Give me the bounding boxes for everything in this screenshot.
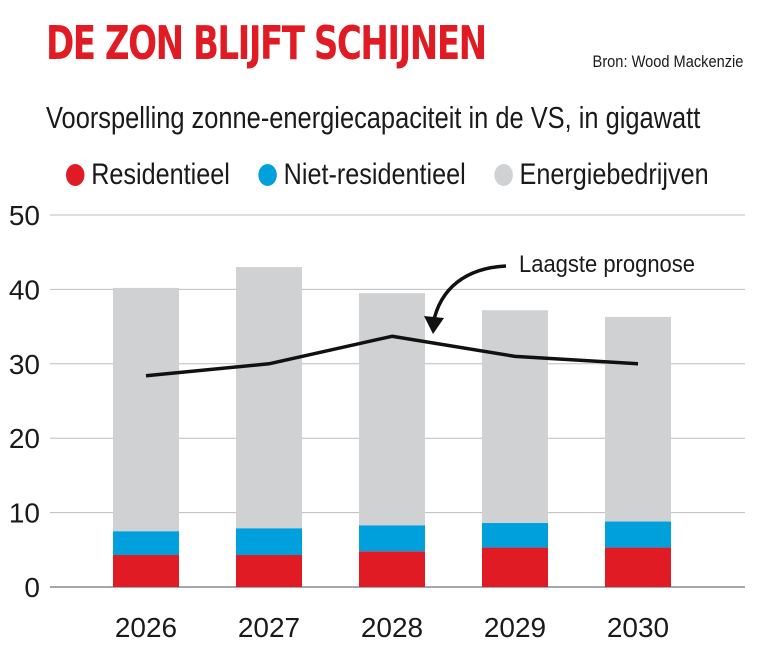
forecast-line-group	[145, 334, 639, 378]
legend-item-residentieel: Residentieel	[66, 158, 230, 192]
x-tick-label: 2030	[607, 612, 669, 643]
bar-residentieel-2029	[482, 547, 548, 587]
bar-niet-residentieel-2026	[113, 531, 179, 556]
source-note: Bron: Wood Mackenzie	[592, 52, 743, 71]
x-axis-ticks: 2026 2027 2028 2029 2030	[115, 612, 669, 643]
forecast-line	[145, 334, 639, 378]
chart-subtitle: Voorspelling zonne-energiecapaciteit in …	[46, 100, 701, 135]
bar-energiebedrijven-2026	[113, 287, 179, 532]
bar-niet-residentieel-2029	[482, 523, 548, 548]
legend: Residentieel Niet-residentieel Energiebe…	[66, 158, 737, 192]
y-axis-ticks: 0 10 20 30 40 50	[9, 200, 40, 603]
y-tick-label: 0	[24, 572, 40, 603]
x-tick-label: 2028	[361, 612, 423, 643]
y-tick-label: 10	[9, 498, 40, 529]
chart-title: DE ZON BLIJFT SCHIJNEN	[46, 16, 487, 70]
bar-residentieel-2028	[359, 551, 425, 587]
bar-niet-residentieel-2027	[236, 528, 302, 556]
bar-residentieel-2027	[236, 555, 302, 587]
x-tick-label: 2027	[238, 612, 300, 643]
y-tick-label: 50	[9, 200, 40, 231]
legend-swatch-niet-residentieel	[258, 164, 277, 186]
bar-niet-residentieel-2028	[359, 525, 425, 552]
legend-label-residentieel: Residentieel	[91, 158, 230, 191]
bar-residentieel-2026	[113, 555, 179, 587]
bar-niet-residentieel-2030	[605, 521, 671, 548]
annotation-label: Laagste prognose	[519, 251, 695, 278]
bar-residentieel-2030	[605, 547, 671, 587]
annotation-arrow-icon	[431, 264, 507, 325]
y-tick-label: 20	[9, 423, 40, 454]
bar-energiebedrijven-2030	[605, 316, 671, 522]
legend-item-energiebedrijven: Energiebedrijven	[494, 158, 709, 192]
y-tick-label: 30	[9, 349, 40, 380]
x-tick-label: 2026	[115, 612, 177, 643]
bar-energiebedrijven-2028	[359, 293, 425, 526]
annotation-group: Laagste prognose	[424, 251, 695, 334]
bar-energiebedrijven-2027	[236, 267, 302, 529]
annotation-arrowhead-icon	[424, 316, 444, 334]
legend-swatch-residentieel	[66, 164, 85, 186]
legend-label-niet-residentieel: Niet-residentieel	[283, 158, 466, 191]
x-tick-label: 2029	[484, 612, 546, 643]
legend-swatch-energiebedrijven	[494, 164, 513, 186]
legend-item-niet-residentieel: Niet-residentieel	[258, 158, 466, 192]
bars	[113, 267, 671, 587]
legend-label-energiebedrijven: Energiebedrijven	[519, 158, 709, 191]
bar-energiebedrijven-2029	[482, 310, 548, 524]
y-tick-label: 40	[9, 274, 40, 305]
